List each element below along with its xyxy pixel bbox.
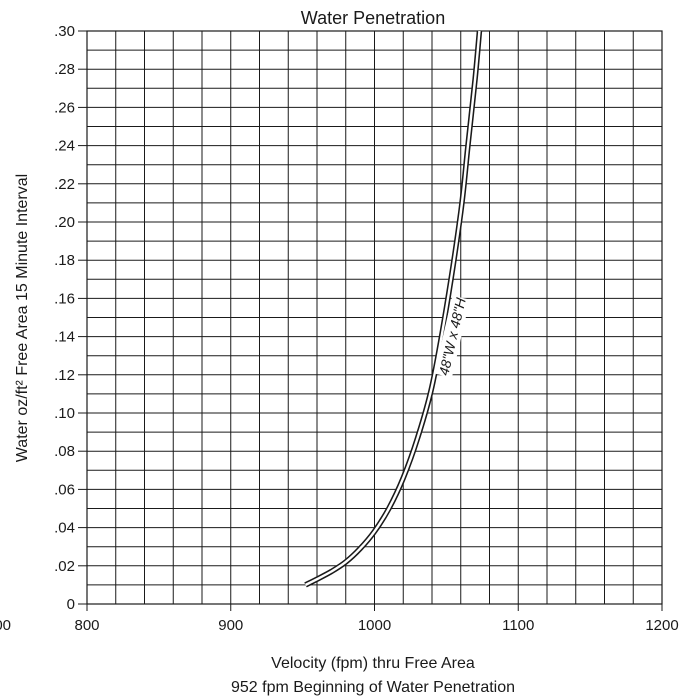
y-tick-label: .08 xyxy=(54,443,75,460)
x-axis-subtitle: 952 fpm Beginning of Water Penetration xyxy=(231,679,515,696)
axis-ticks: 0 .02 .04 .06 .08 .10 .12 .14 .16 .18 .20 .22 .24 .26… xyxy=(0,23,679,634)
curve-label-background xyxy=(434,295,470,378)
grid xyxy=(86,30,663,605)
y-tick-label: .12 xyxy=(54,367,75,384)
y-tick-label: .20 xyxy=(54,214,75,231)
y-tick-label: .22 xyxy=(54,176,75,193)
y-tick-label: .16 xyxy=(54,290,75,307)
y-tick-label: .28 xyxy=(54,61,75,78)
x-tick-label: 1100 xyxy=(502,617,534,634)
series-layer xyxy=(304,30,483,588)
y-tick-label: .18 xyxy=(54,252,75,269)
x-tick-label: 1200 xyxy=(645,617,678,634)
x-tick-label: 900 xyxy=(218,617,243,634)
x-tick-label: 700 xyxy=(0,617,11,634)
y-tick-label: .14 xyxy=(54,329,75,346)
y-tick-label: .26 xyxy=(54,99,75,116)
y-tick-label: .04 xyxy=(54,520,75,537)
y-tick-label: .24 xyxy=(54,138,75,155)
y-tick-label: .10 xyxy=(54,405,75,422)
x-tick-label: 1000 xyxy=(358,617,391,634)
x-tick-label: 800 xyxy=(74,617,99,634)
series-line-inner xyxy=(304,30,481,586)
y-axis-label: Water oz/ft² Free Area 15 Minute Interva… xyxy=(14,174,31,462)
y-tick-label: 0 xyxy=(67,596,75,613)
x-axis-label: Velocity (fpm) thru Free Area xyxy=(271,655,475,672)
y-tick-label: .06 xyxy=(54,481,75,498)
y-tick-label: .02 xyxy=(54,558,75,575)
chart-title: Water Penetration xyxy=(301,8,445,28)
y-tick-label: .30 xyxy=(54,23,75,40)
